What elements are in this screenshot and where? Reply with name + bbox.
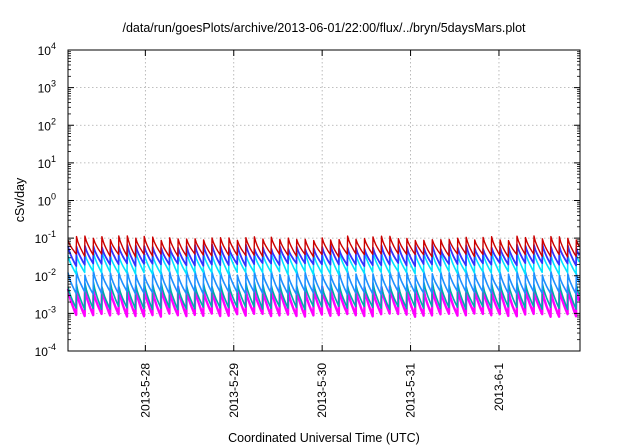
series-group (66, 235, 581, 318)
y-tick-label: 10-1 (35, 229, 56, 246)
y-tick-label: 104 (38, 41, 56, 58)
x-tick-label: 2013-5-29 (227, 363, 241, 418)
x-tick-label: 2013-5-31 (404, 363, 418, 418)
y-tick-label: 10-2 (35, 267, 56, 284)
x-tick-labels: 2013-5-28 2013-5-29 2013-5-30 2013-5-31 2013… (138, 363, 506, 418)
y-tick-label: 10-4 (35, 342, 56, 359)
x-tick-label: 2013-5-30 (315, 363, 329, 418)
ticks (68, 49, 580, 352)
chart-title: /data/run/goesPlots/archive/2013-06-01/2… (122, 21, 526, 35)
x-axis-label: Coordinated Universal Time (UTC) (228, 431, 420, 445)
y-tick-label: 103 (38, 79, 56, 96)
x-tick-label: 2013-6-1 (492, 363, 506, 411)
y-tick-label: 10-3 (35, 304, 56, 321)
series-line (67, 235, 580, 258)
y-axis-label: cSv/day (13, 177, 27, 222)
x-tick-label: 2013-5-28 (138, 363, 152, 418)
y-tick-labels: 10-4 10-3 10-2 10-1 100 101 102 103 104 (35, 41, 56, 359)
y-tick-label: 100 (38, 192, 56, 209)
y-tick-label: 102 (38, 116, 56, 133)
y-tick-label: 101 (38, 154, 56, 171)
